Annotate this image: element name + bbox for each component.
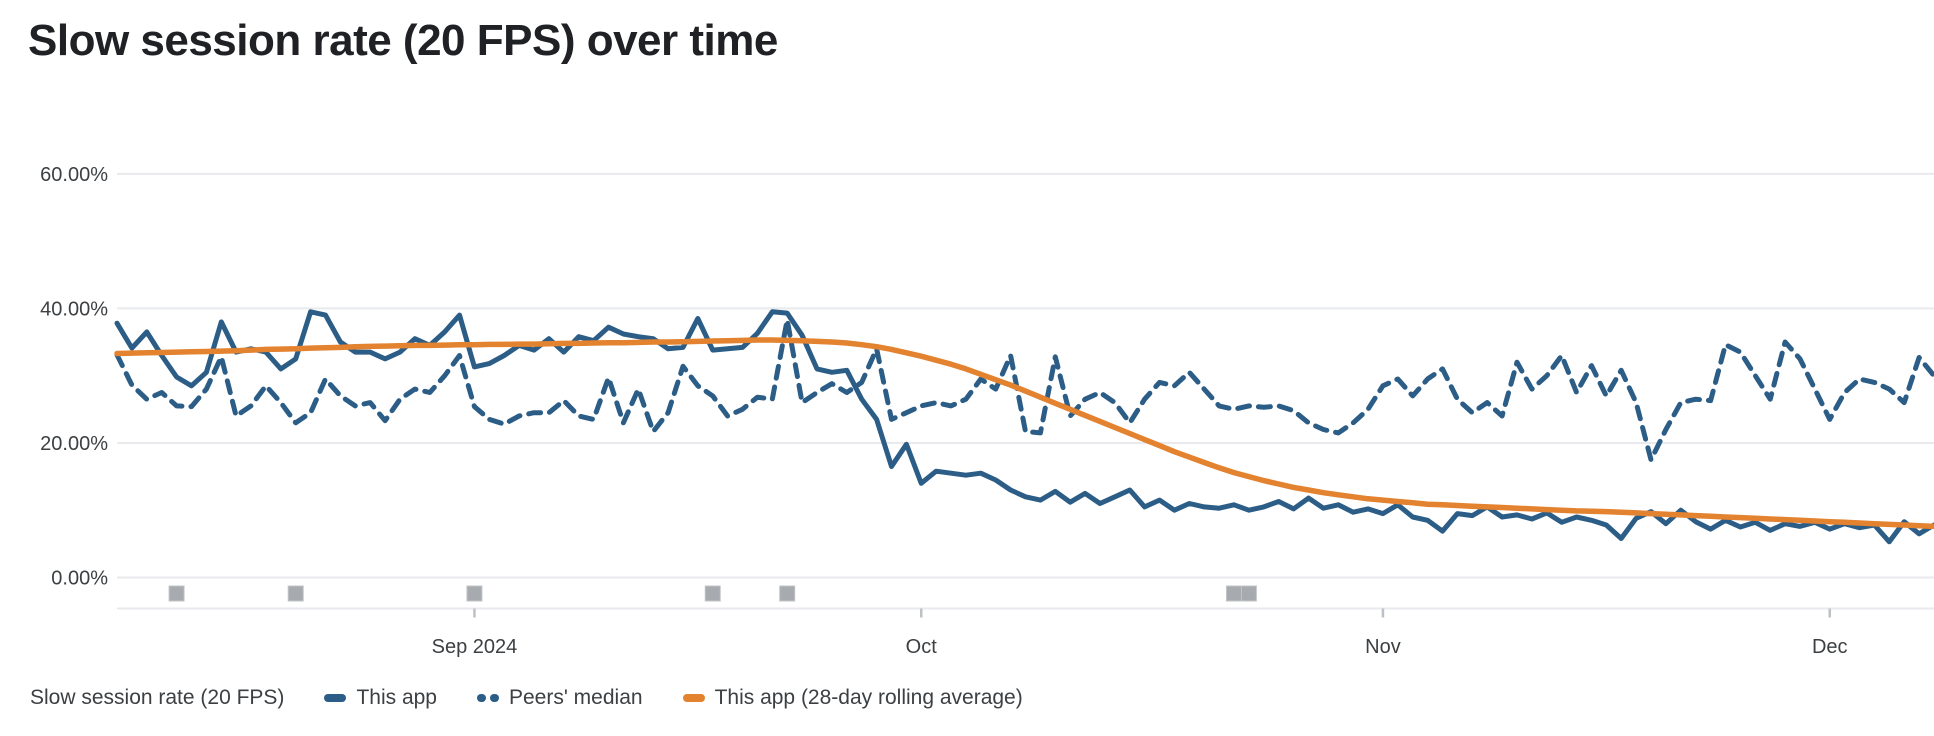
- legend-item-label: This app: [356, 686, 437, 709]
- y-axis-tick-label: 20.00%: [40, 433, 108, 455]
- peers-median-swatch-icon: [476, 694, 499, 702]
- x-axis-tick-label: Sep 2024: [432, 636, 518, 658]
- release-marker[interactable]: [287, 585, 304, 602]
- rolling-average-swatch-icon: [682, 694, 705, 702]
- legend-metric-label: Slow session rate (20 FPS): [30, 686, 285, 709]
- release-marker[interactable]: [704, 585, 721, 602]
- chart-legend: Slow session rate (20 FPS) This app Peer…: [30, 686, 1063, 710]
- legend-item-label: This app (28-day rolling average): [714, 686, 1023, 709]
- legend-item-rolling-average[interactable]: This app (28-day rolling average): [682, 686, 1023, 710]
- legend-item-this-app[interactable]: This app: [324, 686, 437, 710]
- x-axis-tick-label: Dec: [1812, 636, 1848, 658]
- y-axis-tick-label: 40.00%: [40, 298, 108, 320]
- y-axis-tick-label: 60.00%: [40, 164, 108, 186]
- x-axis-tick-label: Oct: [906, 636, 938, 658]
- this-app-line: [114, 309, 1934, 545]
- release-marker[interactable]: [1240, 585, 1257, 602]
- release-marker[interactable]: [168, 585, 185, 602]
- release-marker[interactable]: [466, 585, 483, 602]
- release-marker[interactable]: [779, 585, 796, 602]
- legend-item-label: Peers' median: [508, 686, 643, 709]
- peers-median-line: [114, 317, 1934, 463]
- chart-canvas[interactable]: 0.00% 20.00% 40.00% 60.00% Sep 2024 Oct Nov Dec: [0, 0, 1934, 672]
- y-axis-tick-label: 0.00%: [51, 568, 108, 590]
- rolling-average-line: [114, 337, 1934, 530]
- page-title: Slow session rate (20 FPS) over time: [28, 16, 778, 65]
- this-app-swatch-icon: [324, 694, 347, 702]
- release-marker[interactable]: [1226, 585, 1243, 602]
- legend-item-peers-median[interactable]: Peers' median: [476, 686, 643, 710]
- x-axis-tick-label: Nov: [1365, 636, 1401, 658]
